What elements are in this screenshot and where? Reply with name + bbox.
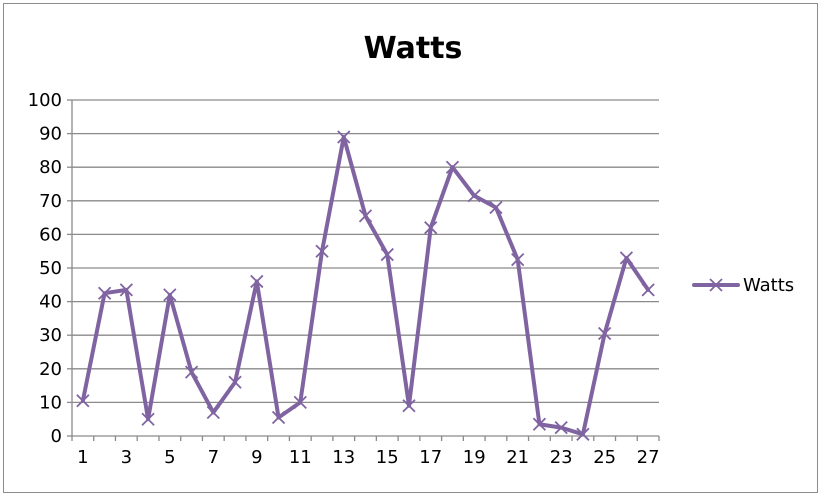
x-tick-label: 9	[251, 447, 262, 468]
legend: Watts	[692, 275, 794, 296]
data-point-marker	[228, 375, 242, 389]
x-tick-label: 1	[77, 447, 88, 468]
data-point-marker	[250, 274, 264, 289]
data-point-marker	[315, 244, 329, 258]
data-point-marker	[119, 283, 133, 297]
x-tick-label: 15	[376, 447, 399, 468]
data-point-marker	[97, 286, 112, 300]
x-tick-label: 23	[550, 447, 573, 468]
data-point-marker	[554, 420, 568, 435]
data-point-marker	[76, 394, 90, 408]
data-point-marker	[641, 283, 655, 297]
data-point-marker	[358, 209, 373, 223]
data-point-marker	[206, 405, 220, 420]
y-tick-label: 80	[39, 157, 62, 178]
x-tick-label: 5	[164, 447, 175, 468]
y-tick-label: 40	[39, 292, 62, 313]
data-point-marker	[576, 427, 590, 441]
x-tick-label: 11	[289, 447, 312, 468]
x-tick-label: 17	[419, 447, 442, 468]
series-watts	[76, 130, 655, 441]
data-point-marker	[598, 326, 612, 341]
chart-title: Watts	[364, 31, 463, 66]
x-tick-label: 21	[506, 447, 529, 468]
series-line-watts	[80, 134, 651, 437]
y-axis-tick-labels: 0 10 20 30 40 50 60 70 80 90 100	[28, 90, 62, 447]
data-point-marker	[619, 251, 634, 265]
y-tick-label: 90	[39, 124, 62, 145]
data-point-marker	[337, 130, 351, 144]
x-tick-label: 3	[121, 447, 132, 468]
chart-frame: Watts 0 10 20 30 40 50 60 70 80 90 100 1 3 5 7 9 11 13 15…	[3, 3, 818, 493]
data-point-marker	[271, 410, 286, 425]
y-tick-label: 100	[28, 90, 62, 111]
x-tick-label: 27	[637, 447, 660, 468]
data-point-marker	[532, 417, 547, 431]
data-point-marker	[445, 160, 460, 174]
legend-marker	[709, 278, 723, 292]
x-axis-tick-labels: 1 3 5 7 9 11 13 15 17 19 21 23 25 27	[77, 447, 659, 468]
x-tick-label: 19	[463, 447, 486, 468]
x-tick-label: 25	[593, 447, 616, 468]
data-point-marker	[293, 395, 307, 410]
data-point-marker	[380, 247, 394, 262]
data-point-marker	[511, 252, 525, 267]
data-point-marker	[402, 399, 416, 413]
data-point-marker	[489, 200, 503, 215]
y-tick-label: 0	[51, 426, 62, 447]
y-tick-label: 30	[39, 325, 62, 346]
data-point-marker	[141, 412, 155, 426]
y-tick-label: 20	[39, 359, 62, 380]
data-point-marker	[424, 221, 438, 235]
axes	[67, 99, 660, 441]
x-tick-label: 13	[332, 447, 355, 468]
data-point-marker	[467, 189, 481, 203]
data-point-marker	[163, 288, 177, 302]
legend-label: Watts	[743, 275, 794, 296]
x-tick-label: 7	[208, 447, 219, 468]
y-tick-label: 60	[39, 224, 62, 245]
legend-item-watts: Watts	[692, 275, 794, 296]
y-tick-label: 10	[39, 392, 62, 413]
y-tick-label: 70	[39, 191, 62, 212]
data-point-marker	[184, 365, 199, 379]
y-tick-label: 50	[39, 258, 62, 279]
